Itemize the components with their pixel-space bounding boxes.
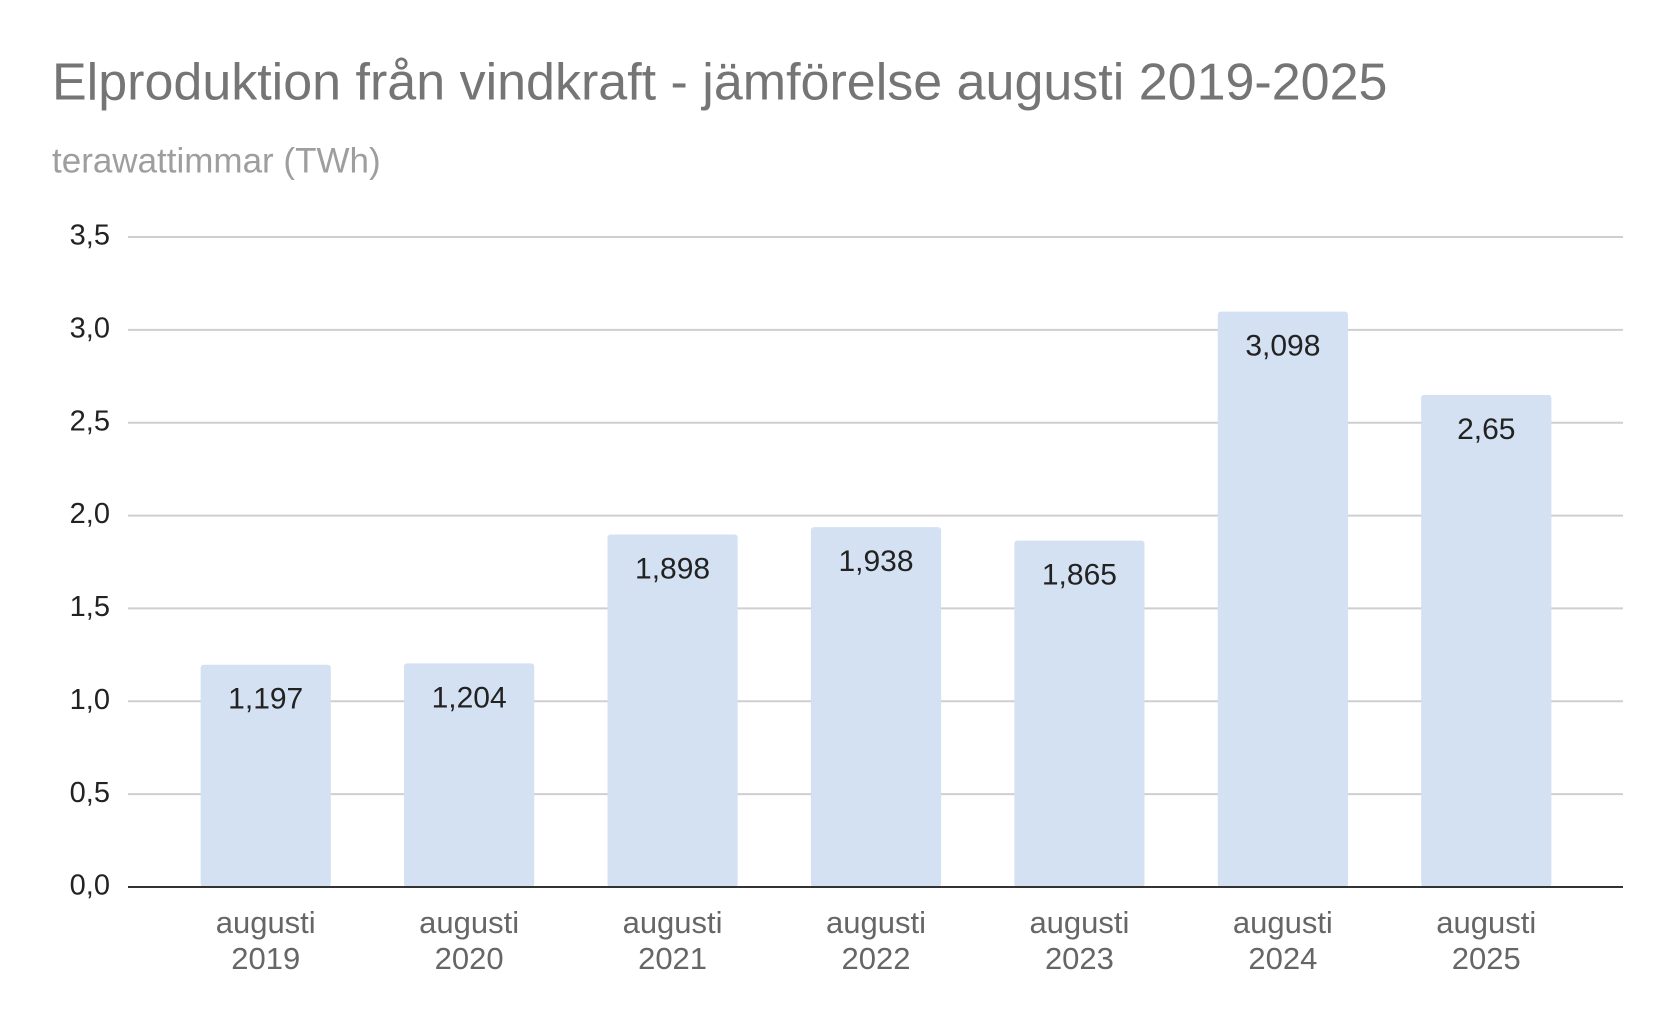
y-tick-label: 0,5: [70, 777, 110, 809]
x-tick-label: augusti 2019: [216, 905, 316, 976]
y-tick-label: 1,0: [70, 684, 110, 716]
chart-subtitle: terawattimmar (TWh): [52, 141, 381, 180]
bar: [810, 527, 942, 887]
value-label: 1,938: [838, 545, 913, 578]
value-label: 1,865: [1042, 559, 1117, 592]
bar: [1421, 394, 1552, 887]
x-tick-label: augusti 2020: [419, 905, 519, 976]
bar: [404, 663, 535, 887]
y-tick-label: 2,0: [70, 498, 110, 530]
y-tick-label: 3,0: [70, 313, 110, 345]
y-tick-label: 1,5: [70, 591, 110, 623]
x-tick-label: augusti 2024: [1233, 905, 1333, 976]
y-tick-label: 0,0: [70, 870, 110, 902]
bar: [1014, 540, 1145, 887]
y-tick-label: 2,5: [70, 405, 110, 437]
x-tick-label: augusti 2025: [1436, 905, 1536, 976]
y-tick-label: 3,5: [70, 220, 110, 252]
value-label: 1,204: [432, 681, 507, 714]
bar: [200, 664, 331, 887]
value-label: 2,65: [1457, 413, 1515, 446]
x-tick-label: augusti 2022: [826, 905, 926, 976]
x-tick-label: augusti 2023: [1029, 905, 1129, 976]
value-label: 3,098: [1245, 330, 1320, 363]
value-label: 1,898: [635, 552, 710, 585]
chart-title: Elproduktion från vindkraft - jämförelse…: [52, 54, 1387, 112]
value-label: 1,197: [228, 683, 303, 716]
bar: [1217, 311, 1348, 888]
x-tick-label: augusti 2021: [623, 905, 723, 976]
bar: [607, 534, 738, 887]
